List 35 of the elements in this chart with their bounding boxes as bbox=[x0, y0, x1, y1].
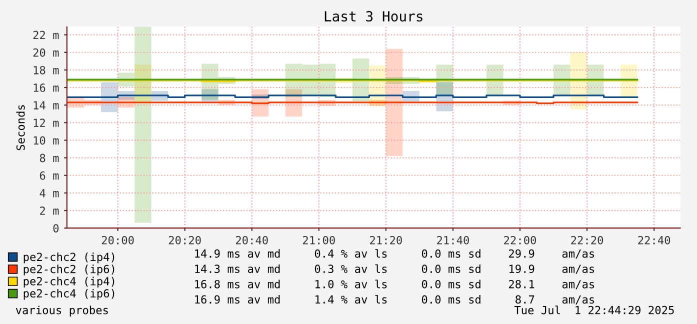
y-axis-title: Seconds bbox=[16, 105, 25, 150]
x-tick-label: 22:00 bbox=[504, 236, 536, 244]
bar bbox=[620, 64, 638, 98]
y-tick-label: 16 m bbox=[34, 84, 59, 92]
text: 16.8 ms av md 1.0 % av ls 0.0 ms sd 28.1 am/as bbox=[195, 280, 594, 290]
y-tick-label: 4 m bbox=[40, 189, 59, 198]
text: 14.3 ms av md 0.3 % av ls 0.0 ms sd 19.9 am/as bbox=[195, 264, 594, 274]
y-tick-label: 14 m bbox=[34, 101, 59, 110]
y-tick-label: 20 m bbox=[33, 48, 59, 57]
legend-label: pe2-chc4 (ip4) bbox=[24, 276, 114, 288]
y-tick-label: 12 m bbox=[34, 118, 59, 127]
text: 14.9 ms av md 0.4 % av ls 0.0 ms sd 29.9 am/as bbox=[195, 249, 594, 259]
x-tick-label: 21:40 bbox=[437, 236, 469, 244]
y-tick-label: 22 m bbox=[33, 30, 59, 40]
y-tick-label: 8 m bbox=[40, 154, 59, 162]
y-tick-label: 6 m bbox=[40, 171, 59, 180]
y-tick-label: 2 m bbox=[40, 206, 59, 215]
x-tick-label: 21:00 bbox=[302, 236, 335, 244]
text: Tue Jul 1 22:44:29 2025 bbox=[514, 306, 674, 314]
legend-label: pe2-chc2 (ip4) bbox=[24, 252, 114, 264]
text: various probes bbox=[16, 306, 108, 316]
y-tick-label: 10 m bbox=[34, 136, 59, 145]
x-tick-label: 22:40 bbox=[638, 236, 670, 244]
legend-label: pe2-chc4 (ip6) bbox=[24, 288, 114, 300]
x-tick-label: 20:00 bbox=[102, 236, 134, 244]
x-tick-label: 20:20 bbox=[168, 236, 201, 244]
bar bbox=[134, 26, 152, 223]
text: 16.9 ms av md 1.4 % av ls 0.0 ms sd 8.7 am/as bbox=[195, 294, 594, 305]
chart-title: Last 3 Hours bbox=[324, 11, 422, 22]
y-tick-label: 18 m bbox=[34, 66, 59, 74]
y-tick-label: 0 bbox=[53, 224, 59, 233]
legend-label: pe2-chc2 (ip6) bbox=[24, 264, 114, 276]
x-tick-label: 22:20 bbox=[571, 236, 604, 244]
x-tick-label: 21:20 bbox=[370, 236, 402, 244]
x-tick-label: 20:40 bbox=[236, 236, 268, 244]
